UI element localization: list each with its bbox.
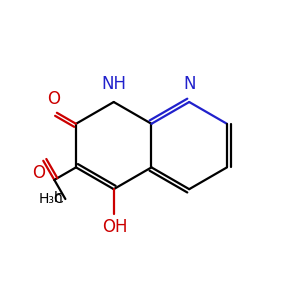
Text: OH: OH [103, 218, 128, 236]
Text: h: h [54, 190, 62, 205]
Text: N: N [183, 75, 196, 93]
Text: O: O [47, 90, 60, 108]
Text: H₃C: H₃C [38, 192, 64, 206]
Text: NH: NH [101, 75, 126, 93]
Text: O: O [32, 164, 45, 182]
